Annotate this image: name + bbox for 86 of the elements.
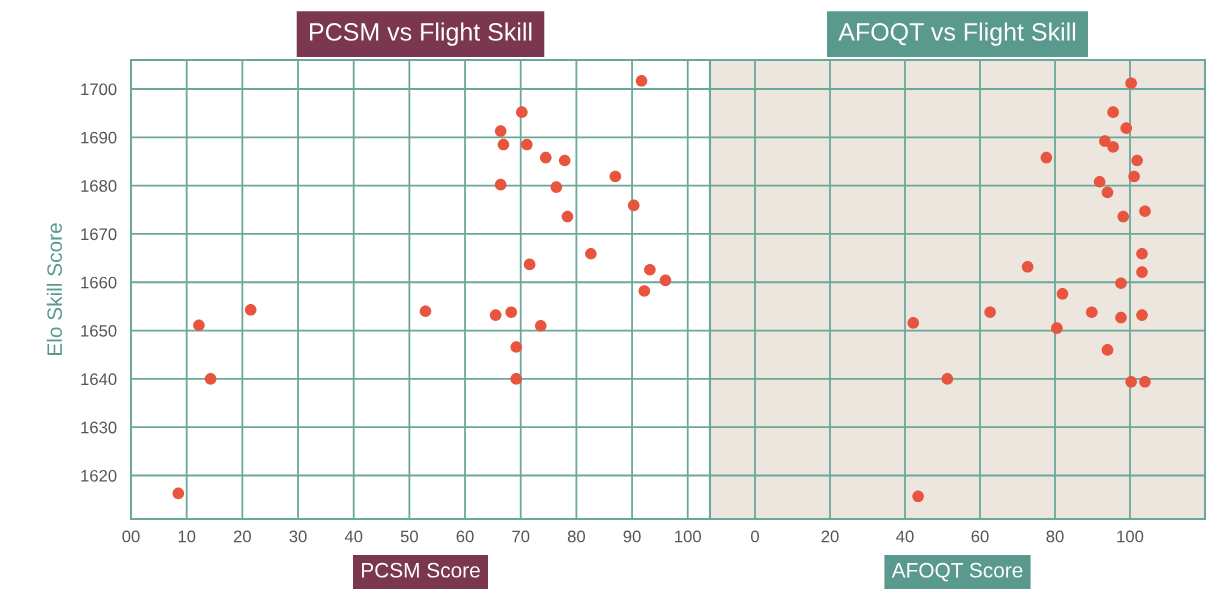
point xyxy=(984,306,996,319)
x-axis-title: AFOQT Score xyxy=(891,562,1023,582)
x-tick-label: 90 xyxy=(623,530,641,543)
x-axis-title: PCSM Score xyxy=(362,562,480,578)
x-tick-label: 10 xyxy=(178,530,196,543)
point xyxy=(1040,151,1053,164)
point xyxy=(638,285,651,297)
point xyxy=(1136,266,1148,278)
point xyxy=(627,199,640,212)
y-tick-label: 1650 xyxy=(81,324,117,337)
point xyxy=(1101,186,1114,199)
x-tick-label: 60 xyxy=(456,530,474,543)
y-axis-title: Elo Skill Score xyxy=(46,223,63,355)
point xyxy=(1139,375,1151,388)
point xyxy=(1136,309,1148,321)
point xyxy=(1125,375,1137,388)
y-tick-label: 1640 xyxy=(81,373,117,386)
point xyxy=(1107,141,1119,153)
point xyxy=(1115,311,1127,324)
point xyxy=(516,106,528,118)
x-tick-label: 40 xyxy=(896,530,914,543)
point xyxy=(1021,260,1034,273)
point xyxy=(1056,288,1069,300)
point xyxy=(1131,154,1143,167)
x-tick-label: 0 xyxy=(751,530,759,543)
point xyxy=(585,247,597,260)
point xyxy=(1099,135,1111,147)
chart-title: PCSM vs Flight Skill xyxy=(310,22,532,46)
point xyxy=(1136,247,1148,260)
point xyxy=(193,319,205,332)
y-tick-label: 1670 xyxy=(81,228,117,241)
point xyxy=(644,263,656,276)
point xyxy=(172,487,185,500)
x-tick-label: 50 xyxy=(400,530,418,543)
point xyxy=(941,373,954,385)
x-tick-label: 20 xyxy=(821,530,839,543)
point xyxy=(550,181,563,193)
point xyxy=(419,305,432,318)
point xyxy=(534,319,547,332)
y-tick-label: 1630 xyxy=(81,421,117,434)
x-tick-label: 80 xyxy=(567,530,585,543)
x-tick-label: 70 xyxy=(512,530,530,543)
x-tick-label: 20 xyxy=(233,530,251,543)
point xyxy=(510,341,523,353)
y-tick-label: 1660 xyxy=(81,276,117,289)
point xyxy=(1093,175,1106,188)
y-tick-label: 1690 xyxy=(81,131,117,144)
x-tick-label: 80 xyxy=(1046,530,1064,543)
point xyxy=(907,317,920,329)
point xyxy=(539,151,552,164)
x-tick-label: 30 xyxy=(289,530,307,543)
x-tick-label: 00 xyxy=(122,530,140,543)
point xyxy=(489,309,502,321)
point xyxy=(1120,122,1133,134)
point xyxy=(1115,277,1127,290)
point xyxy=(609,170,622,183)
y-tick-label: 1700 xyxy=(81,83,117,96)
x-tick-label: 100 xyxy=(675,530,701,543)
point xyxy=(204,373,217,385)
x-tick-label: 60 xyxy=(971,530,989,543)
point xyxy=(1051,322,1063,334)
chart-title: AFOQT vs Flight Skill xyxy=(838,22,1076,46)
point xyxy=(494,125,507,137)
point xyxy=(1101,344,1114,356)
point xyxy=(497,138,510,151)
point xyxy=(558,154,571,167)
point xyxy=(1107,106,1119,118)
point xyxy=(1085,306,1098,319)
point xyxy=(1125,77,1137,89)
x-tick-label: 40 xyxy=(344,530,363,543)
point xyxy=(1128,170,1140,183)
point xyxy=(659,274,672,287)
point xyxy=(510,373,523,385)
point xyxy=(561,210,574,223)
point xyxy=(912,490,924,503)
point xyxy=(494,178,507,191)
y-tick-label: 1680 xyxy=(81,180,117,192)
point xyxy=(635,74,648,87)
point xyxy=(1117,210,1130,223)
x-tick-label: 100 xyxy=(1117,530,1144,543)
point xyxy=(1139,205,1151,218)
y-tick-label: 1620 xyxy=(81,469,117,482)
point xyxy=(244,303,257,316)
point xyxy=(505,306,518,319)
point xyxy=(521,138,533,151)
point xyxy=(523,258,536,271)
